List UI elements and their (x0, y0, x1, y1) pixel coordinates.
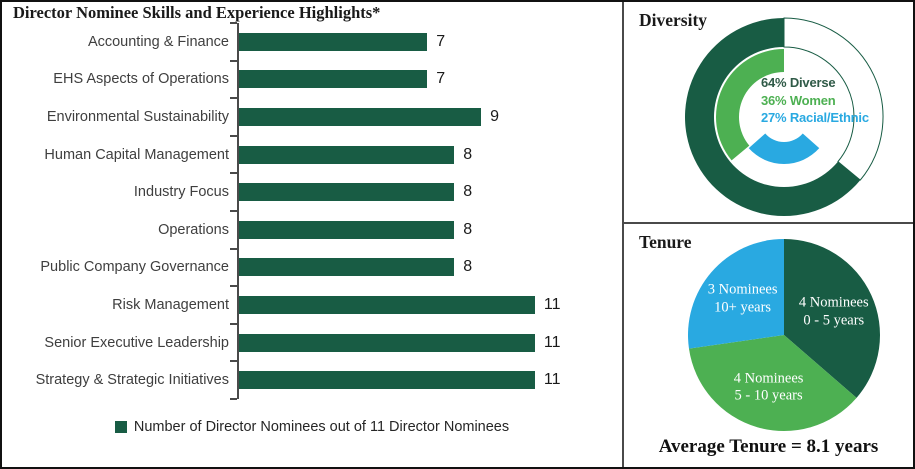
bar-row: Human Capital Management 8 (2, 134, 622, 174)
bar-track: 11 (230, 285, 622, 324)
bar-category-label: Human Capital Management (44, 146, 229, 163)
bar-track: 11 (230, 360, 622, 399)
bar-category-label: Industry Focus (133, 184, 229, 201)
donut-center-line: 27% Racial/Ethnic (761, 110, 869, 125)
bar-category-label: Risk Management (112, 296, 229, 313)
bar-category-label: Accounting & Finance (87, 33, 229, 50)
skills-bar-chart-panel: Director Nominee Skills and Experience H… (2, 2, 622, 467)
bar-category-label: Operations (158, 221, 229, 238)
bar-track: 7 (230, 59, 622, 99)
bar (239, 107, 482, 126)
bar-value-label: 8 (463, 183, 473, 201)
bar-category-label: Senior Executive Leadership (44, 334, 229, 351)
pie-slice-label: 3 Nominees 10+ years (708, 282, 778, 317)
diversity-panel: Diversity 64% Diverse 36% Women 27% Racial… (624, 2, 913, 224)
diversity-donut (685, 17, 884, 217)
bar-track: 7 (230, 22, 622, 61)
bar-value-label: 11 (543, 295, 561, 313)
bar-value-label: 8 (463, 258, 473, 276)
pie-slice (688, 335, 857, 431)
pie-label-range: 5 - 10 years (734, 387, 803, 404)
pie-label-range: 0 - 5 years (803, 312, 865, 329)
donut-center-line: 36% Women (761, 92, 836, 108)
bar-row: Industry Focus 8 (2, 172, 622, 211)
bar-row: Operations 8 (2, 209, 622, 249)
bar-value-label: 9 (490, 107, 499, 125)
legend-swatch (114, 421, 127, 433)
tenure-pie (688, 239, 880, 431)
average-tenure-text: Average Tenure = 8.1 years (658, 436, 879, 457)
bar-row: Strategy & Strategic Initiatives 11 (2, 360, 622, 399)
diversity-title: Diversity (639, 10, 708, 30)
pie-label-count: 4 Nominees (733, 370, 804, 386)
legend-label: Number of Director Nominees out of 11 Di… (133, 419, 510, 435)
pie-slice (688, 239, 784, 349)
bar-value-label: 11 (543, 371, 561, 389)
pie-slice (784, 239, 880, 398)
pie-label-count: 3 Nominees (707, 281, 778, 298)
bar-track: 8 (230, 172, 622, 211)
bar (239, 32, 428, 51)
bar-value-label: 7 (436, 70, 446, 88)
bar-row: Risk Management 11 (2, 285, 622, 324)
bar-track: 8 (230, 209, 622, 249)
bar-value-label: 11 (543, 333, 561, 351)
bar (239, 258, 455, 277)
donut-segment-women (716, 49, 784, 161)
bar (239, 333, 535, 352)
bar-category-label: Environmental Sustainability (46, 108, 229, 125)
pie-label-range: 10+ years (714, 299, 772, 316)
bar-track: 8 (230, 134, 622, 174)
right-column: Diversity 64% Diverse 36% Women 27% Racial… (622, 2, 913, 467)
bar-value-label: 7 (436, 32, 446, 50)
bar (239, 220, 455, 239)
bar-value-label: 8 (463, 145, 473, 163)
bar (239, 295, 535, 314)
bar-track: 8 (230, 247, 622, 287)
donut-center-line: 64% Diverse (761, 75, 836, 90)
donut-segment-diverse (685, 18, 861, 217)
bar-value-label: 8 (463, 220, 473, 238)
donut-outer-ring-remainder (783, 17, 884, 181)
bar-track: 11 (230, 322, 622, 362)
bar (239, 145, 455, 164)
donut-segment-racial-ethnic (748, 133, 820, 164)
bar-category-label: EHS Aspects of Operations (53, 71, 229, 88)
bar-row: Public Company Governance 8 (2, 247, 622, 287)
bar-chart-legend: Number of Director Nominees out of 11 Di… (2, 419, 622, 435)
bar-plot: Accounting & Finance 7 EHS Aspects of Oper… (2, 22, 622, 400)
bar-track: 9 (230, 97, 622, 136)
bar-row: Accounting & Finance 7 (2, 22, 622, 61)
tenure-panel: Tenure Average Tenure = 8.1 years 4 Nomi… (624, 224, 913, 463)
bar-chart-title: Director Nominee Skills and Experience H… (13, 3, 381, 22)
bar (239, 70, 428, 89)
bar (239, 183, 455, 202)
bar-row: Environmental Sustainability 9 (2, 97, 622, 136)
bar (239, 371, 535, 390)
bar-category-label: Strategy & Strategic Initiatives (35, 372, 229, 389)
pie-slice-label: 4 Nominees 0 - 5 years (799, 295, 869, 330)
bar-category-label: Public Company Governance (40, 259, 229, 276)
bar-row: Senior Executive Leadership 11 (2, 322, 622, 362)
bar-row: EHS Aspects of Operations 7 (2, 59, 622, 99)
pie-slice-label: 4 Nominees 5 - 10 years (734, 370, 804, 405)
tenure-title: Tenure (639, 232, 692, 252)
donut-center-labels: 64% Diverse 36% Women 27% Racial/Ethnic (761, 74, 869, 127)
pie-label-count: 4 Nominees (798, 294, 869, 311)
